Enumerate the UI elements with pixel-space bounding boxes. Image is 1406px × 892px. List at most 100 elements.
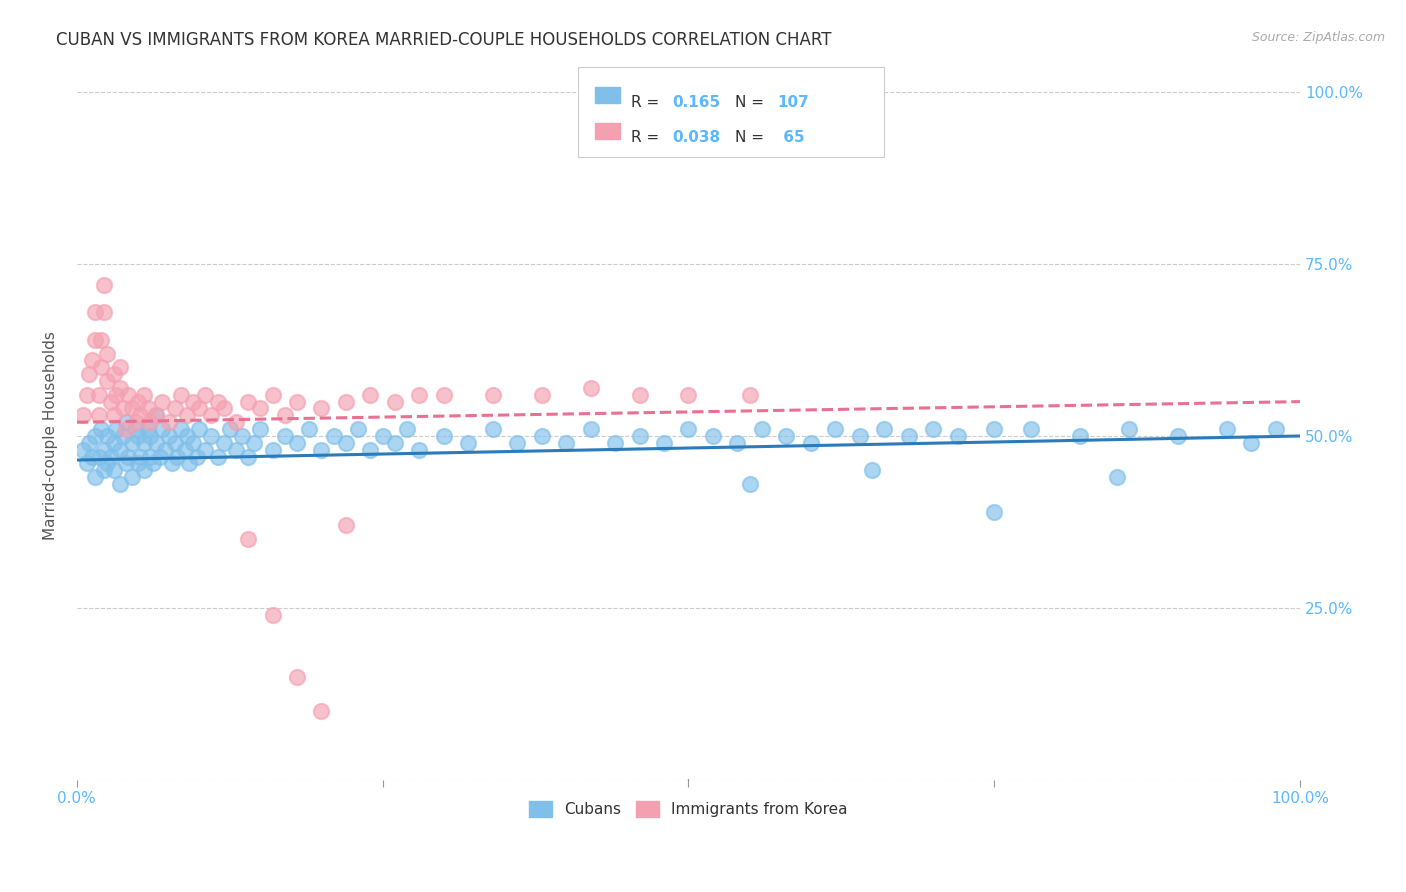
- Point: [262, 607, 284, 622]
- Point: [775, 429, 797, 443]
- Point: [90, 360, 112, 375]
- Point: [80, 450, 103, 464]
- Point: [166, 450, 188, 464]
- Point: [100, 450, 122, 464]
- Point: [200, 429, 222, 443]
- Point: [200, 409, 222, 423]
- Point: [678, 388, 700, 402]
- Point: [384, 394, 406, 409]
- Point: [274, 409, 297, 423]
- Point: [100, 394, 122, 409]
- Point: [96, 374, 118, 388]
- Point: [93, 442, 115, 457]
- Text: 65: 65: [778, 130, 804, 145]
- Point: [433, 429, 456, 443]
- Point: [87, 409, 110, 423]
- Point: [207, 394, 229, 409]
- Point: [1069, 429, 1091, 443]
- Point: [1215, 422, 1237, 436]
- Point: [359, 442, 381, 457]
- Point: [311, 442, 333, 457]
- Point: [152, 422, 174, 436]
- Point: [93, 463, 115, 477]
- Point: [90, 333, 112, 347]
- Point: [408, 388, 430, 402]
- Point: [603, 435, 626, 450]
- Point: [1118, 422, 1140, 436]
- Point: [652, 435, 675, 450]
- Point: [285, 435, 308, 450]
- Point: [738, 477, 761, 491]
- Point: [145, 409, 167, 423]
- Point: [76, 388, 98, 402]
- Point: [103, 435, 125, 450]
- Point: [725, 435, 748, 450]
- Point: [1167, 429, 1189, 443]
- Text: 0.038: 0.038: [672, 130, 720, 145]
- Point: [231, 429, 253, 443]
- Point: [76, 457, 98, 471]
- Point: [134, 388, 156, 402]
- Point: [139, 450, 162, 464]
- Point: [285, 394, 308, 409]
- Point: [134, 463, 156, 477]
- Point: [347, 422, 370, 436]
- Point: [218, 422, 240, 436]
- Point: [800, 435, 823, 450]
- Point: [163, 435, 186, 450]
- Point: [1264, 422, 1286, 436]
- Point: [84, 470, 107, 484]
- Point: [335, 435, 357, 450]
- Point: [114, 415, 136, 429]
- Point: [873, 422, 896, 436]
- Point: [262, 388, 284, 402]
- Point: [77, 435, 100, 450]
- Point: [249, 422, 271, 436]
- Point: [481, 422, 503, 436]
- Point: [157, 415, 180, 429]
- Point: [114, 422, 136, 436]
- Point: [983, 422, 1005, 436]
- Point: [243, 435, 266, 450]
- Point: [212, 435, 235, 450]
- Point: [506, 435, 529, 450]
- Point: [72, 409, 94, 423]
- Point: [530, 388, 553, 402]
- Point: [384, 435, 406, 450]
- Point: [114, 457, 136, 471]
- Point: [860, 463, 883, 477]
- Point: [983, 505, 1005, 519]
- Point: [77, 367, 100, 381]
- Point: [396, 422, 419, 436]
- Point: [84, 333, 107, 347]
- Point: [433, 388, 456, 402]
- Point: [236, 394, 259, 409]
- Point: [212, 401, 235, 416]
- Point: [249, 401, 271, 416]
- Point: [129, 409, 152, 423]
- Point: [105, 422, 128, 436]
- Point: [93, 277, 115, 292]
- Point: [152, 394, 174, 409]
- Point: [678, 422, 700, 436]
- Y-axis label: Married-couple Households: Married-couple Households: [44, 332, 58, 541]
- Point: [84, 429, 107, 443]
- Point: [897, 429, 920, 443]
- Point: [946, 429, 969, 443]
- Point: [145, 409, 167, 423]
- Point: [170, 422, 193, 436]
- Point: [121, 435, 143, 450]
- Point: [162, 457, 184, 471]
- Point: [176, 429, 198, 443]
- Point: [408, 442, 430, 457]
- Point: [105, 388, 128, 402]
- Point: [108, 477, 131, 491]
- Text: Source: ZipAtlas.com: Source: ZipAtlas.com: [1251, 31, 1385, 45]
- Point: [181, 394, 204, 409]
- Point: [96, 346, 118, 360]
- Point: [108, 381, 131, 395]
- Point: [117, 450, 139, 464]
- Point: [236, 450, 259, 464]
- Point: [751, 422, 773, 436]
- Point: [1240, 435, 1263, 450]
